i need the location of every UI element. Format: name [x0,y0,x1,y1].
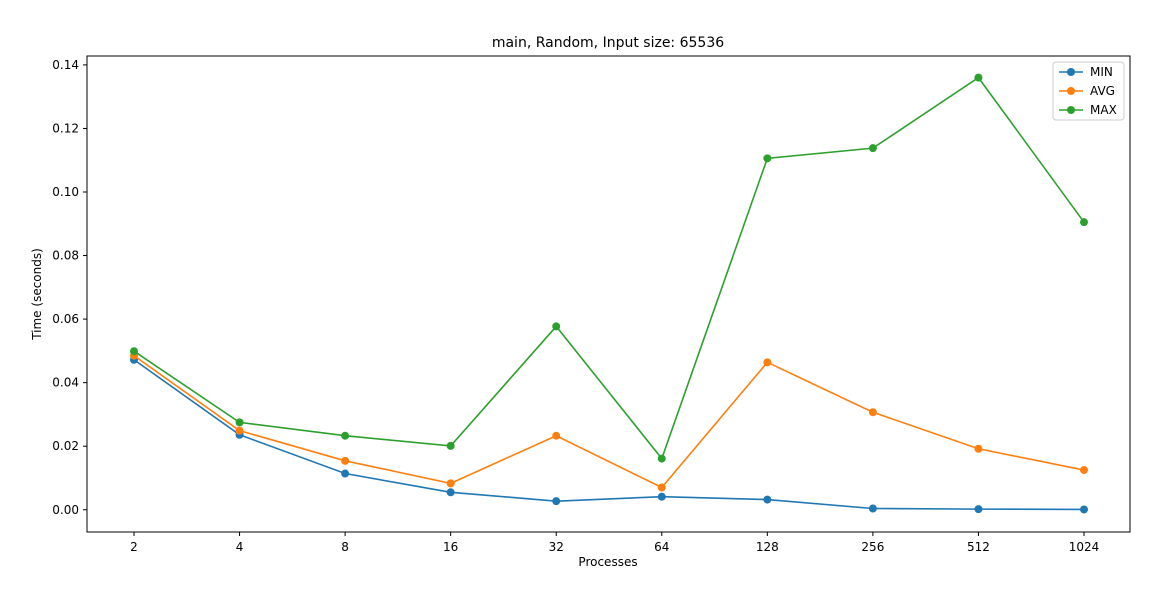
data-point [1080,505,1088,514]
series-avg [130,351,1088,492]
data-point [657,492,666,501]
data-point [235,418,244,427]
data-point [446,441,455,450]
x-tick-label: 1024 [1069,540,1100,554]
data-point [868,408,877,417]
legend-swatch-marker [1067,87,1075,95]
x-tick-label: 128 [756,540,779,554]
data-point [763,154,772,163]
data-point [657,454,666,463]
x-tick-label: 2 [130,540,138,554]
data-point [446,479,455,488]
legend: MIN AVG MAX [1052,61,1125,121]
x-axis: 2 4 8 16 32 64 128 256 512 1024 [130,532,1099,554]
data-point [1080,466,1088,475]
legend-swatch-marker [1067,106,1075,114]
data-point [974,505,983,514]
data-point [974,444,983,453]
y-axis: 0.00 0.02 0.04 0.06 0.08 0.10 0.12 0.14 [52,58,87,517]
series-line [133,359,1085,511]
data-point [552,431,561,440]
x-tick-label: 8 [341,540,349,554]
series-line [133,76,1085,461]
series-max [130,73,1088,463]
legend-label: MAX [1090,103,1117,117]
x-tick-label: 512 [967,540,990,554]
series-min [130,355,1088,514]
series-layer [130,73,1088,514]
data-point [868,144,877,153]
y-tick-label: 0.12 [52,121,79,135]
plot-frame [86,55,1131,533]
data-point [235,426,244,435]
legend-box [1052,61,1125,121]
data-point [552,497,561,506]
chart-title: main, Random, Input size: 65536 [492,35,724,51]
y-axis-label: Time (seconds) [30,248,44,341]
y-tick-label: 0.06 [52,312,79,326]
y-tick-label: 0.14 [52,58,79,72]
legend-label: MIN [1090,65,1113,79]
x-axis-label: Processes [578,555,637,569]
x-tick-label: 4 [236,540,244,554]
legend-item: MAX [1059,103,1117,117]
data-point [130,347,138,356]
data-point [341,469,350,478]
data-point [974,73,983,82]
y-tick-label: 0.08 [52,249,79,263]
y-tick-label: 0.00 [52,503,79,517]
x-tick-label: 32 [549,540,564,554]
data-point [657,483,666,492]
y-tick-label: 0.04 [52,376,79,390]
data-point [868,504,877,513]
series-line [133,354,1085,489]
x-tick-label: 256 [861,540,884,554]
data-point [1080,218,1088,227]
legend-swatch-marker [1067,68,1075,76]
x-tick-label: 16 [443,540,458,554]
data-point [341,431,350,440]
legend-item: MIN [1059,65,1113,79]
legend-item: AVG [1059,84,1115,98]
y-tick-label: 0.10 [52,185,79,199]
data-point [552,322,561,331]
x-tick-label: 64 [654,540,669,554]
data-point [763,495,772,504]
data-point [446,488,455,497]
data-point [341,456,350,465]
y-tick-label: 0.02 [52,439,79,453]
data-point [763,358,772,367]
legend-label: AVG [1090,84,1115,98]
